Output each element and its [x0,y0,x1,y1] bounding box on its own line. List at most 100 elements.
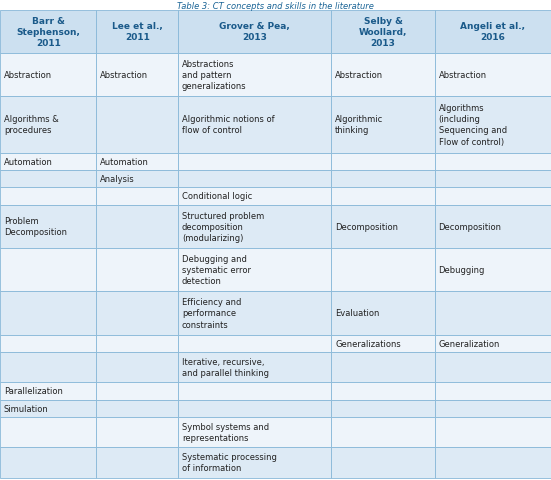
Bar [0,153,96,170]
Bar [435,292,551,335]
Bar [178,170,331,188]
Bar [0,447,96,478]
Bar [331,11,435,54]
Text: Iterative, recursive,
and parallel thinking: Iterative, recursive, and parallel think… [182,357,269,377]
Bar [435,97,551,153]
Bar [96,417,178,447]
Bar [96,97,178,153]
Bar [178,352,331,383]
Bar [435,153,551,170]
Bar [0,11,96,54]
Bar [0,54,96,97]
Text: Debugging: Debugging [439,265,485,275]
Bar [178,292,331,335]
Text: Abstraction: Abstraction [335,71,383,80]
Text: Decomposition: Decomposition [439,222,501,231]
Bar [435,170,551,188]
Bar [178,335,331,352]
Bar [0,248,96,292]
Text: Algorithmic
thinking: Algorithmic thinking [335,115,383,135]
Text: Symbol systems and
representations: Symbol systems and representations [182,422,269,442]
Bar [331,205,435,248]
Bar [331,400,435,417]
Bar [435,248,551,292]
Bar [96,153,178,170]
Bar [178,188,331,205]
Text: Generalizations: Generalizations [335,339,401,348]
Bar [435,400,551,417]
Bar [178,400,331,417]
Text: Parallelization: Parallelization [4,386,63,396]
Text: Algorithms &
procedures: Algorithms & procedures [4,115,58,135]
Bar [96,11,178,54]
Bar [331,335,435,352]
Bar [435,54,551,97]
Bar [96,248,178,292]
Text: Angeli et al.,
2016: Angeli et al., 2016 [461,22,525,42]
Text: Problem
Decomposition: Problem Decomposition [4,217,67,237]
Bar [331,417,435,447]
Text: Automation: Automation [100,157,149,167]
Bar [178,11,331,54]
Bar [178,248,331,292]
Text: Barr &
Stephenson,
2011: Barr & Stephenson, 2011 [17,17,80,48]
Text: Selby &
Woollard,
2013: Selby & Woollard, 2013 [359,17,407,48]
Text: Table 3: CT concepts and skills in the literature: Table 3: CT concepts and skills in the l… [177,2,374,11]
Text: Generalization: Generalization [439,339,500,348]
Bar [331,153,435,170]
Bar [0,335,96,352]
Bar [0,352,96,383]
Text: Simulation: Simulation [4,404,48,413]
Bar [178,153,331,170]
Bar [178,447,331,478]
Bar [435,11,551,54]
Bar [96,383,178,400]
Text: Algorithmic notions of
flow of control: Algorithmic notions of flow of control [182,115,274,135]
Text: Automation: Automation [4,157,53,167]
Bar [96,205,178,248]
Text: Abstractions
and pattern
generalizations: Abstractions and pattern generalizations [182,60,246,91]
Bar [435,417,551,447]
Bar [331,97,435,153]
Bar [96,352,178,383]
Bar [178,205,331,248]
Bar [435,383,551,400]
Bar [0,97,96,153]
Bar [0,292,96,335]
Bar [96,447,178,478]
Bar [178,417,331,447]
Text: Algorithms
(including
Sequencing and
Flow of control): Algorithms (including Sequencing and Flo… [439,104,507,146]
Text: Lee et al.,
2011: Lee et al., 2011 [112,22,163,42]
Bar [96,400,178,417]
Bar [96,188,178,205]
Bar [435,205,551,248]
Text: Conditional logic: Conditional logic [182,192,252,201]
Bar [435,188,551,205]
Bar [0,188,96,205]
Bar [331,170,435,188]
Text: Abstraction: Abstraction [100,71,148,80]
Bar [0,170,96,188]
Text: Debugging and
systematic error
detection: Debugging and systematic error detection [182,254,251,286]
Bar [96,170,178,188]
Bar [331,447,435,478]
Bar [0,417,96,447]
Bar [0,383,96,400]
Bar [178,97,331,153]
Bar [178,383,331,400]
Bar [96,335,178,352]
Bar [0,205,96,248]
Bar [331,248,435,292]
Bar [96,292,178,335]
Bar [0,400,96,417]
Text: Systematic processing
of information: Systematic processing of information [182,453,277,472]
Bar [178,54,331,97]
Bar [435,352,551,383]
Text: Analysis: Analysis [100,175,135,184]
Text: Structured problem
decomposition
(modularizing): Structured problem decomposition (modula… [182,211,264,242]
Bar [331,383,435,400]
Bar [331,292,435,335]
Text: Efficiency and
performance
constraints: Efficiency and performance constraints [182,298,241,329]
Bar [435,335,551,352]
Bar [96,54,178,97]
